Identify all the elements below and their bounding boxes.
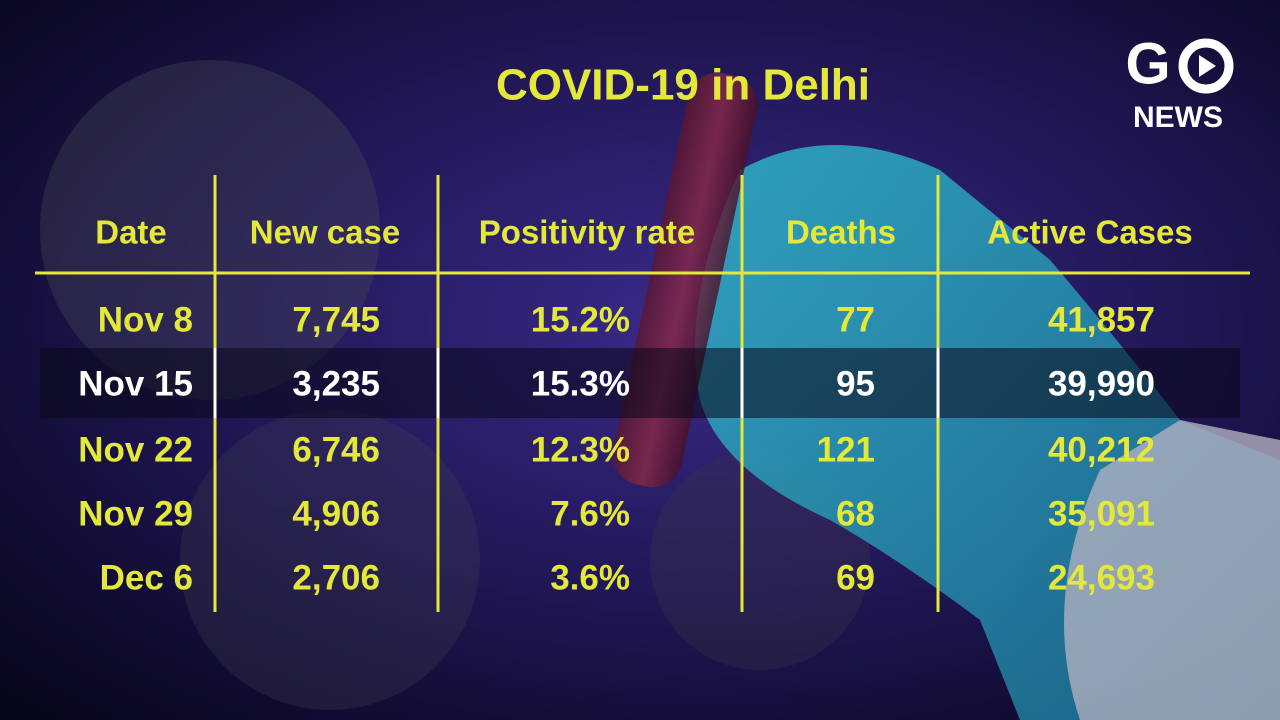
table-cell: 24,693: [1048, 558, 1155, 597]
table-cell: Nov 15: [78, 364, 193, 403]
table-cell: 41,857: [1048, 300, 1155, 339]
table-cell: 6,746: [292, 430, 380, 469]
table-cell: 7.6%: [550, 494, 630, 533]
table-cell: Nov 22: [78, 430, 193, 469]
table-cell: 12.3%: [531, 430, 630, 469]
logo-label: NEWS: [1133, 101, 1223, 134]
table-cell: 95: [836, 364, 875, 403]
table-cell: Nov 29: [78, 494, 193, 533]
column-header: Positivity rate: [479, 214, 695, 251]
table-cell: 15.2%: [531, 300, 630, 339]
table-cell: 68: [836, 494, 875, 533]
table-cell: 35,091: [1048, 494, 1155, 533]
glove: [695, 145, 1280, 720]
table-cell: Dec 6: [100, 558, 193, 597]
table-cell: 3.6%: [550, 558, 630, 597]
column-header: Deaths: [786, 214, 896, 251]
table-cell: 4,906: [292, 494, 380, 533]
table-cell: 2,706: [292, 558, 380, 597]
table-cell: 3,235: [292, 364, 380, 403]
table-cell: 7,745: [292, 300, 380, 339]
table-cell: 77: [836, 300, 875, 339]
table-cell: 15.3%: [531, 364, 630, 403]
table-cell: 121: [817, 430, 875, 469]
table: Date New case Positivity rate Deaths Active …: [78, 175, 1193, 612]
title: COVID-19 in Delhi: [496, 61, 870, 110]
highlight-band: [40, 348, 1240, 418]
column-header: Date: [95, 214, 167, 251]
table-cell: 69: [836, 558, 875, 597]
logo-play: [1199, 55, 1216, 77]
table-cell: Nov 8: [98, 300, 193, 339]
logo-mark: G: [1125, 31, 1170, 96]
logo-play-ring: [1178, 38, 1234, 94]
column-header: Active Cases: [987, 214, 1192, 251]
column-header: New case: [250, 214, 400, 251]
logo: G NEWS: [1125, 31, 1234, 134]
virus-texture: [40, 60, 870, 710]
table-cell: 40,212: [1048, 430, 1155, 469]
table-cell: 39,990: [1048, 364, 1155, 403]
